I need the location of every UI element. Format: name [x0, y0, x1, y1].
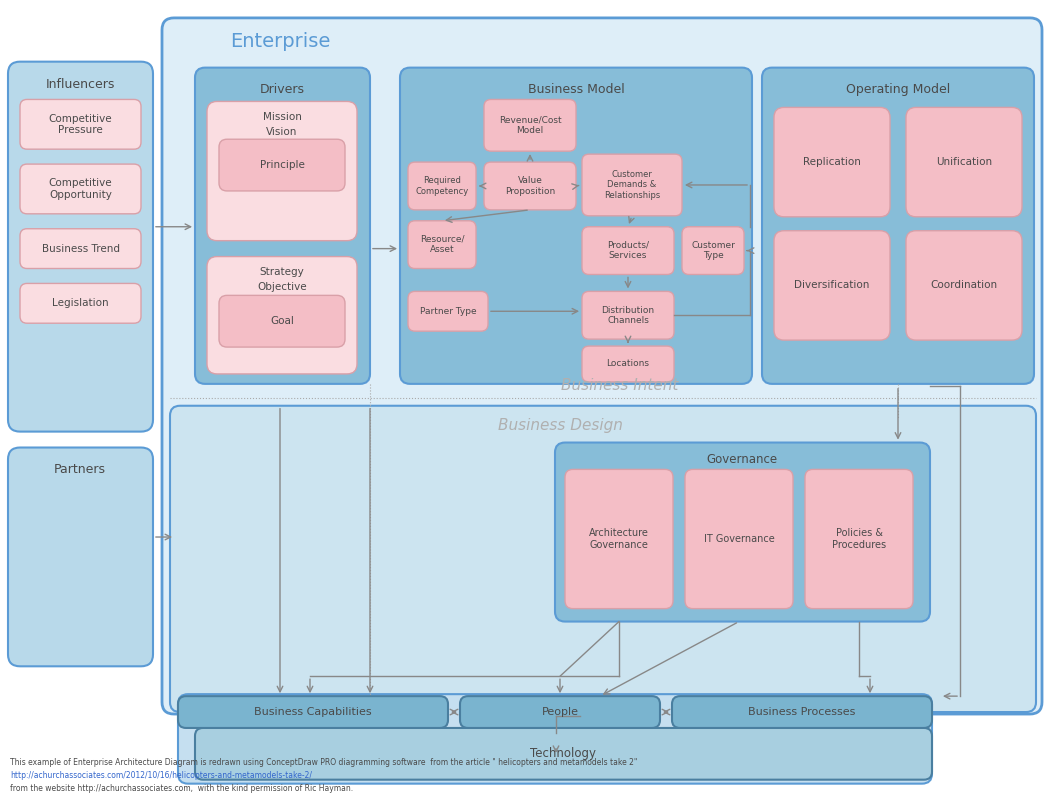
FancyBboxPatch shape [906, 107, 1022, 217]
Text: Business Design: Business Design [497, 418, 622, 434]
Text: Competitive
Opportunity: Competitive Opportunity [49, 178, 112, 200]
Text: Business Processes: Business Processes [749, 707, 855, 717]
Text: http://achurchassociates.com/2012/10/16/helicopters-and-metamodels-take-2/: http://achurchassociates.com/2012/10/16/… [10, 771, 312, 780]
FancyBboxPatch shape [219, 139, 345, 191]
Text: Goal: Goal [270, 316, 294, 326]
FancyBboxPatch shape [20, 229, 142, 268]
FancyBboxPatch shape [20, 164, 142, 214]
FancyBboxPatch shape [20, 283, 142, 323]
Text: Architecture
Governance: Architecture Governance [589, 528, 649, 549]
Text: Business Model: Business Model [528, 83, 624, 96]
FancyBboxPatch shape [565, 469, 673, 609]
FancyBboxPatch shape [207, 102, 357, 241]
FancyBboxPatch shape [195, 728, 932, 780]
FancyBboxPatch shape [178, 696, 448, 728]
Text: Enterprise: Enterprise [230, 33, 331, 52]
FancyBboxPatch shape [460, 696, 660, 728]
FancyBboxPatch shape [582, 227, 674, 275]
FancyBboxPatch shape [484, 162, 576, 210]
Text: Partner Type: Partner Type [419, 306, 476, 316]
Text: Governance: Governance [706, 453, 777, 466]
FancyBboxPatch shape [582, 154, 682, 216]
Text: This example of Enterprise Architecture Diagram is redrawn using ConceptDraw PRO: This example of Enterprise Architecture … [10, 757, 638, 767]
FancyBboxPatch shape [685, 469, 793, 609]
Text: from the website http://achurchassociates.com,  with the kind permission of Ric : from the website http://achurchassociate… [10, 784, 353, 792]
FancyBboxPatch shape [400, 67, 752, 384]
FancyBboxPatch shape [682, 227, 744, 275]
Text: Business Trend: Business Trend [41, 244, 119, 253]
FancyBboxPatch shape [484, 99, 576, 151]
FancyBboxPatch shape [672, 696, 932, 728]
Text: Value
Proposition: Value Proposition [505, 176, 555, 195]
FancyBboxPatch shape [207, 256, 357, 374]
Text: IT Governance: IT Governance [703, 534, 774, 544]
FancyBboxPatch shape [555, 442, 930, 622]
Text: Distribution
Channels: Distribution Channels [602, 306, 655, 325]
Text: Mission: Mission [263, 112, 301, 122]
Text: Unification: Unification [936, 157, 992, 167]
Text: People: People [542, 707, 579, 717]
Text: Legislation: Legislation [52, 299, 109, 308]
FancyBboxPatch shape [582, 346, 674, 382]
Text: Principle: Principle [260, 160, 304, 170]
FancyBboxPatch shape [8, 448, 153, 666]
Text: Objective: Objective [258, 283, 307, 292]
FancyBboxPatch shape [195, 67, 370, 384]
Text: Customer
Demands &
Relationships: Customer Demands & Relationships [604, 170, 660, 200]
Text: Products/
Services: Products/ Services [607, 241, 649, 260]
Text: Locations: Locations [606, 360, 649, 368]
FancyBboxPatch shape [170, 406, 1036, 712]
Text: Technology: Technology [530, 747, 596, 761]
FancyBboxPatch shape [906, 231, 1022, 340]
Text: Partners: Partners [54, 463, 106, 476]
FancyBboxPatch shape [408, 291, 488, 331]
FancyBboxPatch shape [8, 62, 153, 432]
Text: Influencers: Influencers [45, 78, 115, 91]
Text: Required
Competency: Required Competency [415, 176, 469, 195]
Text: Resource/
Asset: Resource/ Asset [419, 235, 465, 254]
FancyBboxPatch shape [162, 18, 1042, 714]
FancyBboxPatch shape [20, 99, 142, 149]
FancyBboxPatch shape [178, 694, 932, 784]
Text: Competitive
Pressure: Competitive Pressure [49, 114, 112, 135]
Text: Revenue/Cost
Model: Revenue/Cost Model [498, 116, 562, 135]
FancyBboxPatch shape [762, 67, 1034, 384]
FancyBboxPatch shape [805, 469, 913, 609]
Text: Diversification: Diversification [794, 280, 870, 291]
FancyBboxPatch shape [219, 295, 345, 347]
Text: Business Intent: Business Intent [562, 379, 679, 393]
Text: Strategy: Strategy [260, 268, 304, 277]
FancyBboxPatch shape [774, 107, 890, 217]
Text: Customer
Type: Customer Type [691, 241, 735, 260]
Text: Operating Model: Operating Model [846, 83, 950, 96]
FancyBboxPatch shape [582, 291, 674, 339]
FancyBboxPatch shape [408, 162, 476, 210]
Text: Policies &
Procedures: Policies & Procedures [832, 528, 886, 549]
Text: Business Capabilities: Business Capabilities [254, 707, 372, 717]
Text: Coordination: Coordination [930, 280, 998, 291]
Text: Drivers: Drivers [260, 83, 304, 96]
FancyBboxPatch shape [408, 221, 476, 268]
FancyBboxPatch shape [774, 231, 890, 340]
Text: Vision: Vision [266, 127, 298, 137]
Text: Replication: Replication [803, 157, 861, 167]
